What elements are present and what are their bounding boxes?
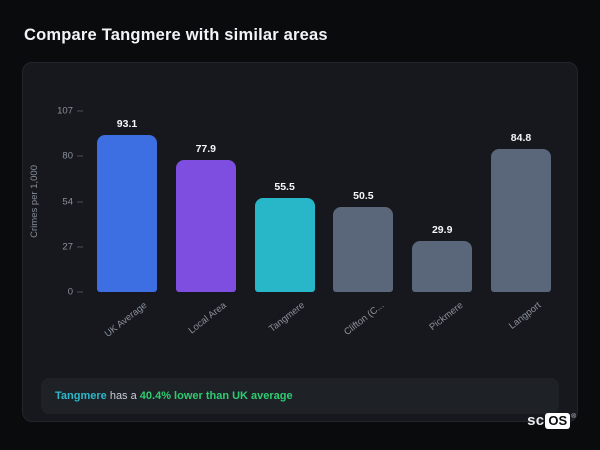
bar-column: 84.8 Langport: [490, 111, 551, 332]
scos-logo: sc OS ®: [527, 412, 576, 429]
page-title: Compare Tangmere with similar areas: [24, 26, 328, 44]
y-tick: 107: [57, 106, 83, 117]
bar[interactable]: [97, 134, 157, 292]
y-tick: 80: [62, 151, 83, 162]
logo-prefix: sc: [527, 412, 545, 429]
bar-column: 55.5 Tangmere: [254, 111, 315, 335]
chart-card: Crimes per 1,000 107 80 54 27 0 93.1 UK Avera…: [22, 62, 578, 422]
y-tick-mark: [77, 201, 83, 202]
bar-value-label: 29.9: [431, 224, 453, 237]
bar[interactable]: [333, 206, 394, 292]
y-tick-label: 0: [67, 286, 73, 298]
bar[interactable]: [412, 241, 473, 292]
registered-mark: ®: [571, 413, 576, 420]
y-axis: 107 80 54 27 0: [23, 106, 83, 298]
summary-mid: has a: [106, 390, 140, 402]
bar-value-label: 84.8: [510, 131, 532, 144]
y-tick: 27: [62, 241, 83, 252]
bar[interactable]: [175, 160, 236, 292]
y-tick: 54: [62, 196, 83, 207]
bar-value-label: 93.1: [116, 117, 138, 130]
summary-area: Tangmere: [55, 390, 107, 402]
x-axis-label: Pickmere: [426, 300, 465, 334]
bar-value-label: 77.9: [195, 143, 217, 156]
bar-column: 50.5 Clifton (C...: [333, 111, 394, 338]
y-tick-mark: [77, 155, 83, 157]
logo-boxed: OS: [545, 412, 571, 429]
x-axis-label: Local Area: [186, 300, 229, 337]
x-axis-label: Langport: [507, 300, 544, 332]
x-axis-label: UK Average: [103, 300, 150, 340]
x-axis-label: Clifton (C...: [341, 300, 387, 338]
y-tick-mark: [77, 291, 83, 293]
y-tick-mark: [77, 246, 83, 248]
bar-value-label: 50.5: [353, 189, 374, 202]
bar-value-label: 55.5: [274, 181, 295, 194]
y-tick: 0: [68, 287, 83, 298]
y-tick-label: 54: [62, 196, 73, 207]
bar-column: 93.1 UK Average: [97, 111, 157, 340]
bar[interactable]: [254, 198, 315, 292]
y-tick-label: 80: [62, 150, 73, 162]
summary-stat: 40.4% lower than UK average: [139, 390, 293, 402]
y-tick-mark: [77, 110, 83, 112]
y-tick-label: 107: [57, 105, 73, 117]
bar-column: 29.9 Pickmere: [412, 111, 473, 333]
x-axis-label: Tangmere: [267, 300, 308, 335]
bar[interactable]: [490, 148, 551, 292]
bar-column: 77.9 Local Area: [175, 111, 236, 336]
y-tick-label: 27: [62, 241, 73, 253]
summary-banner: Tangmere has a 40.4% lower than UK avera…: [41, 378, 559, 414]
bars: 93.1 UK Average 77.9 Local Area 55.5 Tangmere…: [89, 111, 559, 340]
